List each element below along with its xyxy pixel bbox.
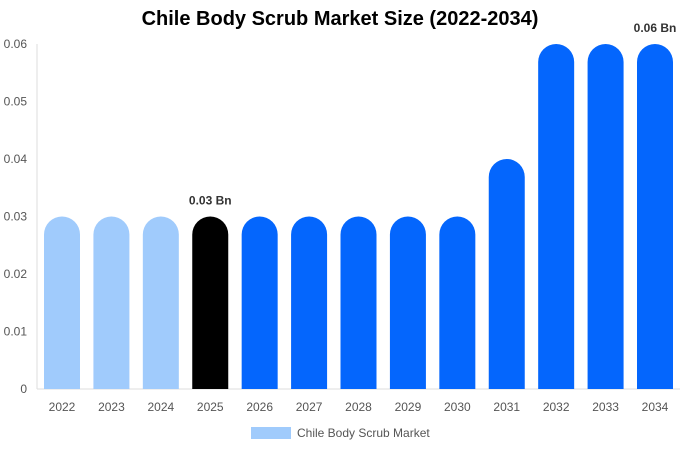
- x-tick-label: 2032: [543, 400, 570, 414]
- legend-swatch: [251, 427, 291, 439]
- x-tick-label: 2029: [395, 400, 422, 414]
- y-tick-label: 0.02: [4, 267, 28, 281]
- x-tick-label: 2033: [592, 400, 619, 414]
- chart-title: Chile Body Scrub Market Size (2022-2034): [141, 8, 539, 30]
- x-tick-label: 2027: [296, 400, 323, 414]
- bar-2024: [142, 216, 179, 389]
- x-tick-label: 2028: [345, 400, 372, 414]
- x-tick-label: 2025: [197, 400, 224, 414]
- y-tick-label: 0: [20, 382, 27, 396]
- bar-2028: [340, 216, 377, 389]
- y-tick-label: 0.05: [4, 95, 28, 109]
- bar-2029: [389, 216, 426, 389]
- legend: Chile Body Scrub Market: [251, 426, 430, 440]
- y-tick-label: 0.01: [4, 325, 28, 339]
- data-label: 0.03 Bn: [189, 194, 232, 208]
- bar-2026: [241, 216, 278, 389]
- x-tick-label: 2023: [98, 400, 125, 414]
- x-tick-label: 2034: [642, 400, 669, 414]
- x-tick-label: 2030: [444, 400, 471, 414]
- bar-2025: [192, 216, 229, 389]
- legend-label: Chile Body Scrub Market: [297, 426, 430, 440]
- data-label: 0.06 Bn: [634, 21, 677, 35]
- bar-2034: [637, 44, 673, 389]
- y-tick-label: 0.06: [4, 37, 28, 51]
- x-tick-label: 2026: [246, 400, 273, 414]
- bar-2023: [93, 216, 130, 389]
- bar-2030: [439, 216, 476, 389]
- x-tick-label: 2022: [49, 400, 76, 414]
- x-tick-label: 2024: [147, 400, 174, 414]
- x-tick-label: 2031: [493, 400, 520, 414]
- y-tick-label: 0.04: [4, 152, 28, 166]
- y-tick-label: 0.03: [4, 210, 28, 224]
- bar-2027: [291, 216, 328, 389]
- bar-2031: [488, 159, 525, 389]
- bar-2033: [587, 44, 624, 389]
- bar-2032: [538, 44, 575, 389]
- bar-2022: [44, 216, 80, 389]
